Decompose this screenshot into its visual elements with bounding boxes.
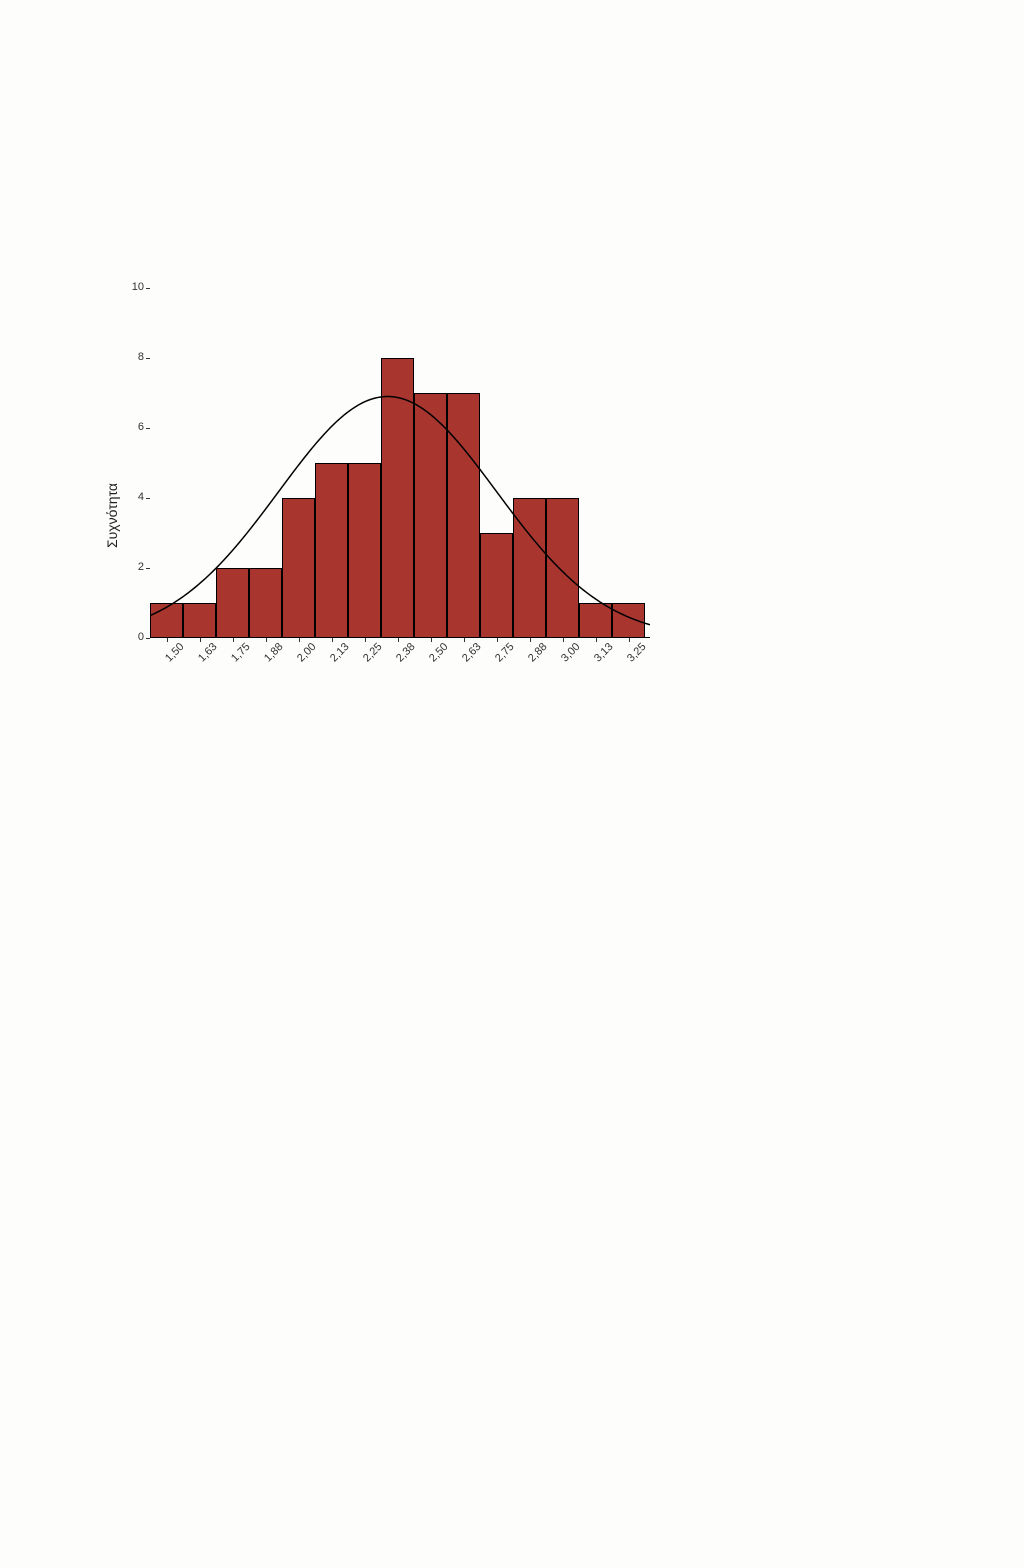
histogram-bar <box>414 393 447 638</box>
x-tick-label: 2,38 <box>394 641 418 665</box>
x-tick-label: 3,13 <box>592 641 616 665</box>
histogram-bar <box>579 603 612 638</box>
page: Συχνότητα 0 2 4 6 8 10 1,50 1,63 1,75 1,88 2,00 2,… <box>0 0 1024 1568</box>
histogram-bar <box>282 498 315 638</box>
y-tick-label: 6 <box>120 421 144 433</box>
x-tick-label: 1,63 <box>196 641 220 665</box>
x-tick-label: 2,50 <box>427 641 451 665</box>
y-tick-label: 2 <box>120 561 144 573</box>
histogram-bar <box>546 498 579 638</box>
histogram-bar <box>513 498 546 638</box>
histogram-bar <box>216 568 249 638</box>
x-tick-label: 2,63 <box>460 641 484 665</box>
x-tick-label: 2,88 <box>526 641 550 665</box>
y-tick-label: 0 <box>120 631 144 643</box>
histogram-bar <box>348 463 381 638</box>
histogram-bar <box>480 533 513 638</box>
x-tick-label: 1,88 <box>262 641 286 665</box>
histogram-chart: Συχνότητα 0246810 1,501,631,751,882,002,… <box>110 288 670 708</box>
x-tick-label: 3,00 <box>559 641 583 665</box>
x-tick-label: 2,00 <box>295 641 319 665</box>
y-axis-label: Συχνότητα <box>104 483 120 548</box>
y-tick-label: 8 <box>120 351 144 363</box>
histogram-bar <box>447 393 480 638</box>
histogram-bar <box>183 603 216 638</box>
x-tick-label: 1,50 <box>163 641 187 665</box>
x-tick-label: 2,75 <box>493 641 517 665</box>
x-tick-label: 1,75 <box>229 641 253 665</box>
histogram-bar <box>612 603 645 638</box>
histogram-bar <box>315 463 348 638</box>
x-tick-label: 3,25 <box>625 641 649 665</box>
y-tick-label: 10 <box>120 281 144 293</box>
histogram-bar <box>150 603 183 638</box>
histogram-bar <box>381 358 414 638</box>
histogram-bar <box>249 568 282 638</box>
plot-area <box>150 288 650 638</box>
x-tick-label: 2,25 <box>361 641 385 665</box>
x-tick-label: 2,13 <box>328 641 352 665</box>
y-tick-label: 4 <box>120 491 144 503</box>
